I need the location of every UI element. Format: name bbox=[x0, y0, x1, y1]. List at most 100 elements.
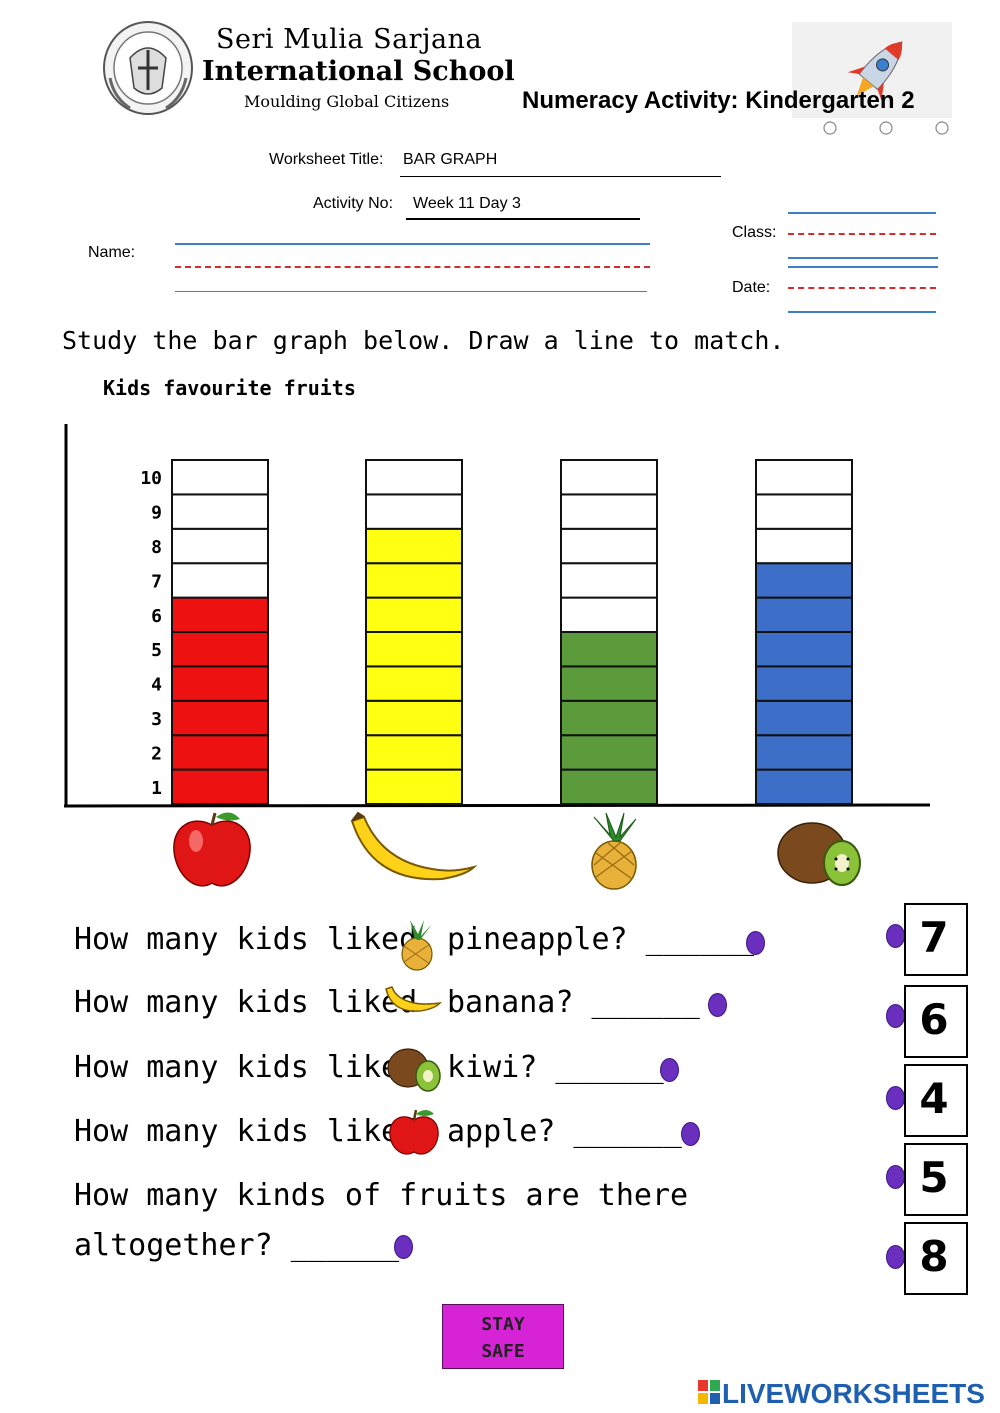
activity-no-value: Week 11 Day 3 bbox=[413, 195, 521, 212]
bar-banana-unit-7 bbox=[365, 562, 463, 599]
answer-box-2: 6 bbox=[904, 985, 968, 1058]
question-3-text: How many kids liked bbox=[74, 1050, 418, 1085]
bar-pineapple-empty-8 bbox=[560, 527, 658, 565]
answer-box-1: 7 bbox=[904, 903, 968, 976]
question-5-line2: altogether? ______ bbox=[74, 1228, 400, 1263]
answer-2-match-dot[interactable] bbox=[886, 1004, 905, 1028]
activity-no-label: Activity No: bbox=[313, 195, 394, 212]
liveworksheets-brand: LIVEWORKSHEETS bbox=[722, 1378, 985, 1409]
bar-banana-unit-5 bbox=[365, 631, 463, 668]
answer-4-match-dot[interactable] bbox=[886, 1165, 905, 1189]
bar-apple-unit-6 bbox=[171, 596, 269, 634]
banana-icon bbox=[384, 985, 443, 1019]
name-line-mid bbox=[175, 266, 650, 268]
stay-safe-line2: SAFE bbox=[481, 1341, 525, 1362]
school-crest-logo bbox=[100, 18, 196, 116]
question-4-answer-blank: apple? ______ bbox=[447, 1114, 682, 1149]
pineapple-icon bbox=[392, 920, 442, 972]
bar-kiwi-unit-1 bbox=[755, 768, 853, 806]
question-3-answer-blank: kiwi? ______ bbox=[447, 1050, 664, 1085]
y-tick-label: 10 bbox=[140, 468, 162, 489]
date-line-bottom bbox=[788, 311, 936, 313]
bar-apple-unit-1 bbox=[171, 768, 269, 806]
y-tick-label: 9 bbox=[151, 503, 162, 524]
question-2-match-dot[interactable] bbox=[708, 993, 727, 1017]
question-4-match-dot[interactable] bbox=[681, 1122, 700, 1146]
school-motto: Moulding Global Citizens bbox=[244, 92, 450, 111]
answer-4-value: 5 bbox=[919, 1153, 949, 1202]
y-tick-label: 8 bbox=[151, 537, 162, 558]
question-4: How many kids liked bbox=[74, 1114, 417, 1149]
question-5-match-dot[interactable] bbox=[394, 1235, 413, 1259]
bar-chart: 1 2 3 4 5 6 7 8 9 10 bbox=[63, 424, 931, 890]
bar-pineapple-unit-2 bbox=[560, 734, 658, 771]
answer-box-3: 4 bbox=[904, 1064, 968, 1137]
bar-apple-empty-8 bbox=[171, 527, 269, 565]
stay-safe-button[interactable]: STAY SAFE bbox=[442, 1304, 564, 1369]
bar-pineapple-unit-4 bbox=[560, 665, 658, 702]
apple-icon bbox=[173, 812, 251, 887]
bar-kiwi-empty-10 bbox=[755, 459, 853, 496]
bar-apple-empty-7 bbox=[171, 562, 269, 599]
answer-box-4: 5 bbox=[904, 1143, 968, 1216]
name-label: Name: bbox=[88, 244, 136, 261]
y-tick-label: 5 bbox=[151, 640, 162, 661]
bar-banana-unit-8 bbox=[365, 527, 463, 565]
kiwi-icon bbox=[386, 1044, 444, 1096]
question-1-answer-blank: pineapple? ______ bbox=[447, 922, 755, 957]
worksheet-title-value: BAR GRAPH bbox=[403, 151, 498, 168]
date-line-top bbox=[788, 266, 938, 268]
bar-banana-empty-10 bbox=[365, 459, 463, 496]
y-tick-label: 6 bbox=[151, 606, 162, 627]
bar-pineapple-empty-7 bbox=[560, 562, 658, 599]
class-line-top bbox=[788, 212, 936, 214]
bar-kiwi-unit-3 bbox=[755, 699, 853, 737]
kiwi-icon bbox=[777, 822, 861, 886]
y-tick-label: 7 bbox=[151, 571, 162, 592]
pineapple-icon bbox=[591, 812, 637, 890]
answer-1-match-dot[interactable] bbox=[886, 924, 905, 948]
bar-banana-unit-3 bbox=[365, 699, 463, 737]
bar-banana-unit-4 bbox=[365, 665, 463, 702]
class-line-bottom bbox=[788, 257, 938, 259]
bar-banana-unit-2 bbox=[365, 734, 463, 771]
question-5-line1: How many kinds of fruits are there bbox=[74, 1178, 689, 1213]
question-1: How many kids liked bbox=[74, 922, 417, 957]
worksheet-title-label: Worksheet Title: bbox=[269, 151, 384, 168]
answer-1-value: 7 bbox=[919, 913, 949, 962]
answer-5-value: 8 bbox=[919, 1232, 949, 1281]
banana-icon bbox=[350, 811, 478, 881]
instruction-text: Study the bar graph below. Draw a line t… bbox=[62, 326, 785, 355]
bar-apple-unit-2 bbox=[171, 734, 269, 771]
school-name-line2: International School bbox=[202, 56, 515, 87]
bar-banana-unit-6 bbox=[365, 596, 463, 634]
answer-3-value: 4 bbox=[919, 1074, 949, 1123]
bar-pineapple-empty-6 bbox=[560, 596, 658, 634]
class-label: Class: bbox=[732, 224, 777, 241]
bar-kiwi-unit-5 bbox=[755, 631, 853, 668]
question-2-answer-blank: banana? ______ bbox=[447, 985, 700, 1020]
bar-kiwi-unit-6 bbox=[755, 596, 853, 634]
answer-box-5: 8 bbox=[904, 1222, 968, 1295]
question-1-match-dot[interactable] bbox=[746, 931, 765, 955]
bar-kiwi-unit-4 bbox=[755, 665, 853, 702]
stay-safe-line1: STAY bbox=[481, 1314, 525, 1335]
x-axis bbox=[63, 803, 931, 808]
answer-3-match-dot[interactable] bbox=[886, 1086, 905, 1110]
question-3-match-dot[interactable] bbox=[660, 1058, 679, 1082]
question-1-text: How many kids liked bbox=[74, 922, 418, 957]
rocket-icon bbox=[792, 22, 960, 140]
bar-pineapple-empty-9 bbox=[560, 493, 658, 530]
bar-kiwi-empty-9 bbox=[755, 493, 853, 530]
question-3: How many kids liked bbox=[74, 1050, 417, 1085]
worksheet-title-underline bbox=[400, 176, 721, 177]
bar-kiwi-unit-2 bbox=[755, 734, 853, 771]
date-label: Date: bbox=[732, 279, 771, 296]
class-line-mid bbox=[788, 233, 936, 235]
activity-no-underline bbox=[406, 218, 640, 220]
bar-pineapple-unit-5 bbox=[560, 631, 658, 668]
bar-pineapple-empty-10 bbox=[560, 459, 658, 496]
bar-apple-empty-10 bbox=[171, 459, 269, 496]
answer-5-match-dot[interactable] bbox=[886, 1245, 905, 1269]
apple-icon bbox=[386, 1106, 442, 1158]
